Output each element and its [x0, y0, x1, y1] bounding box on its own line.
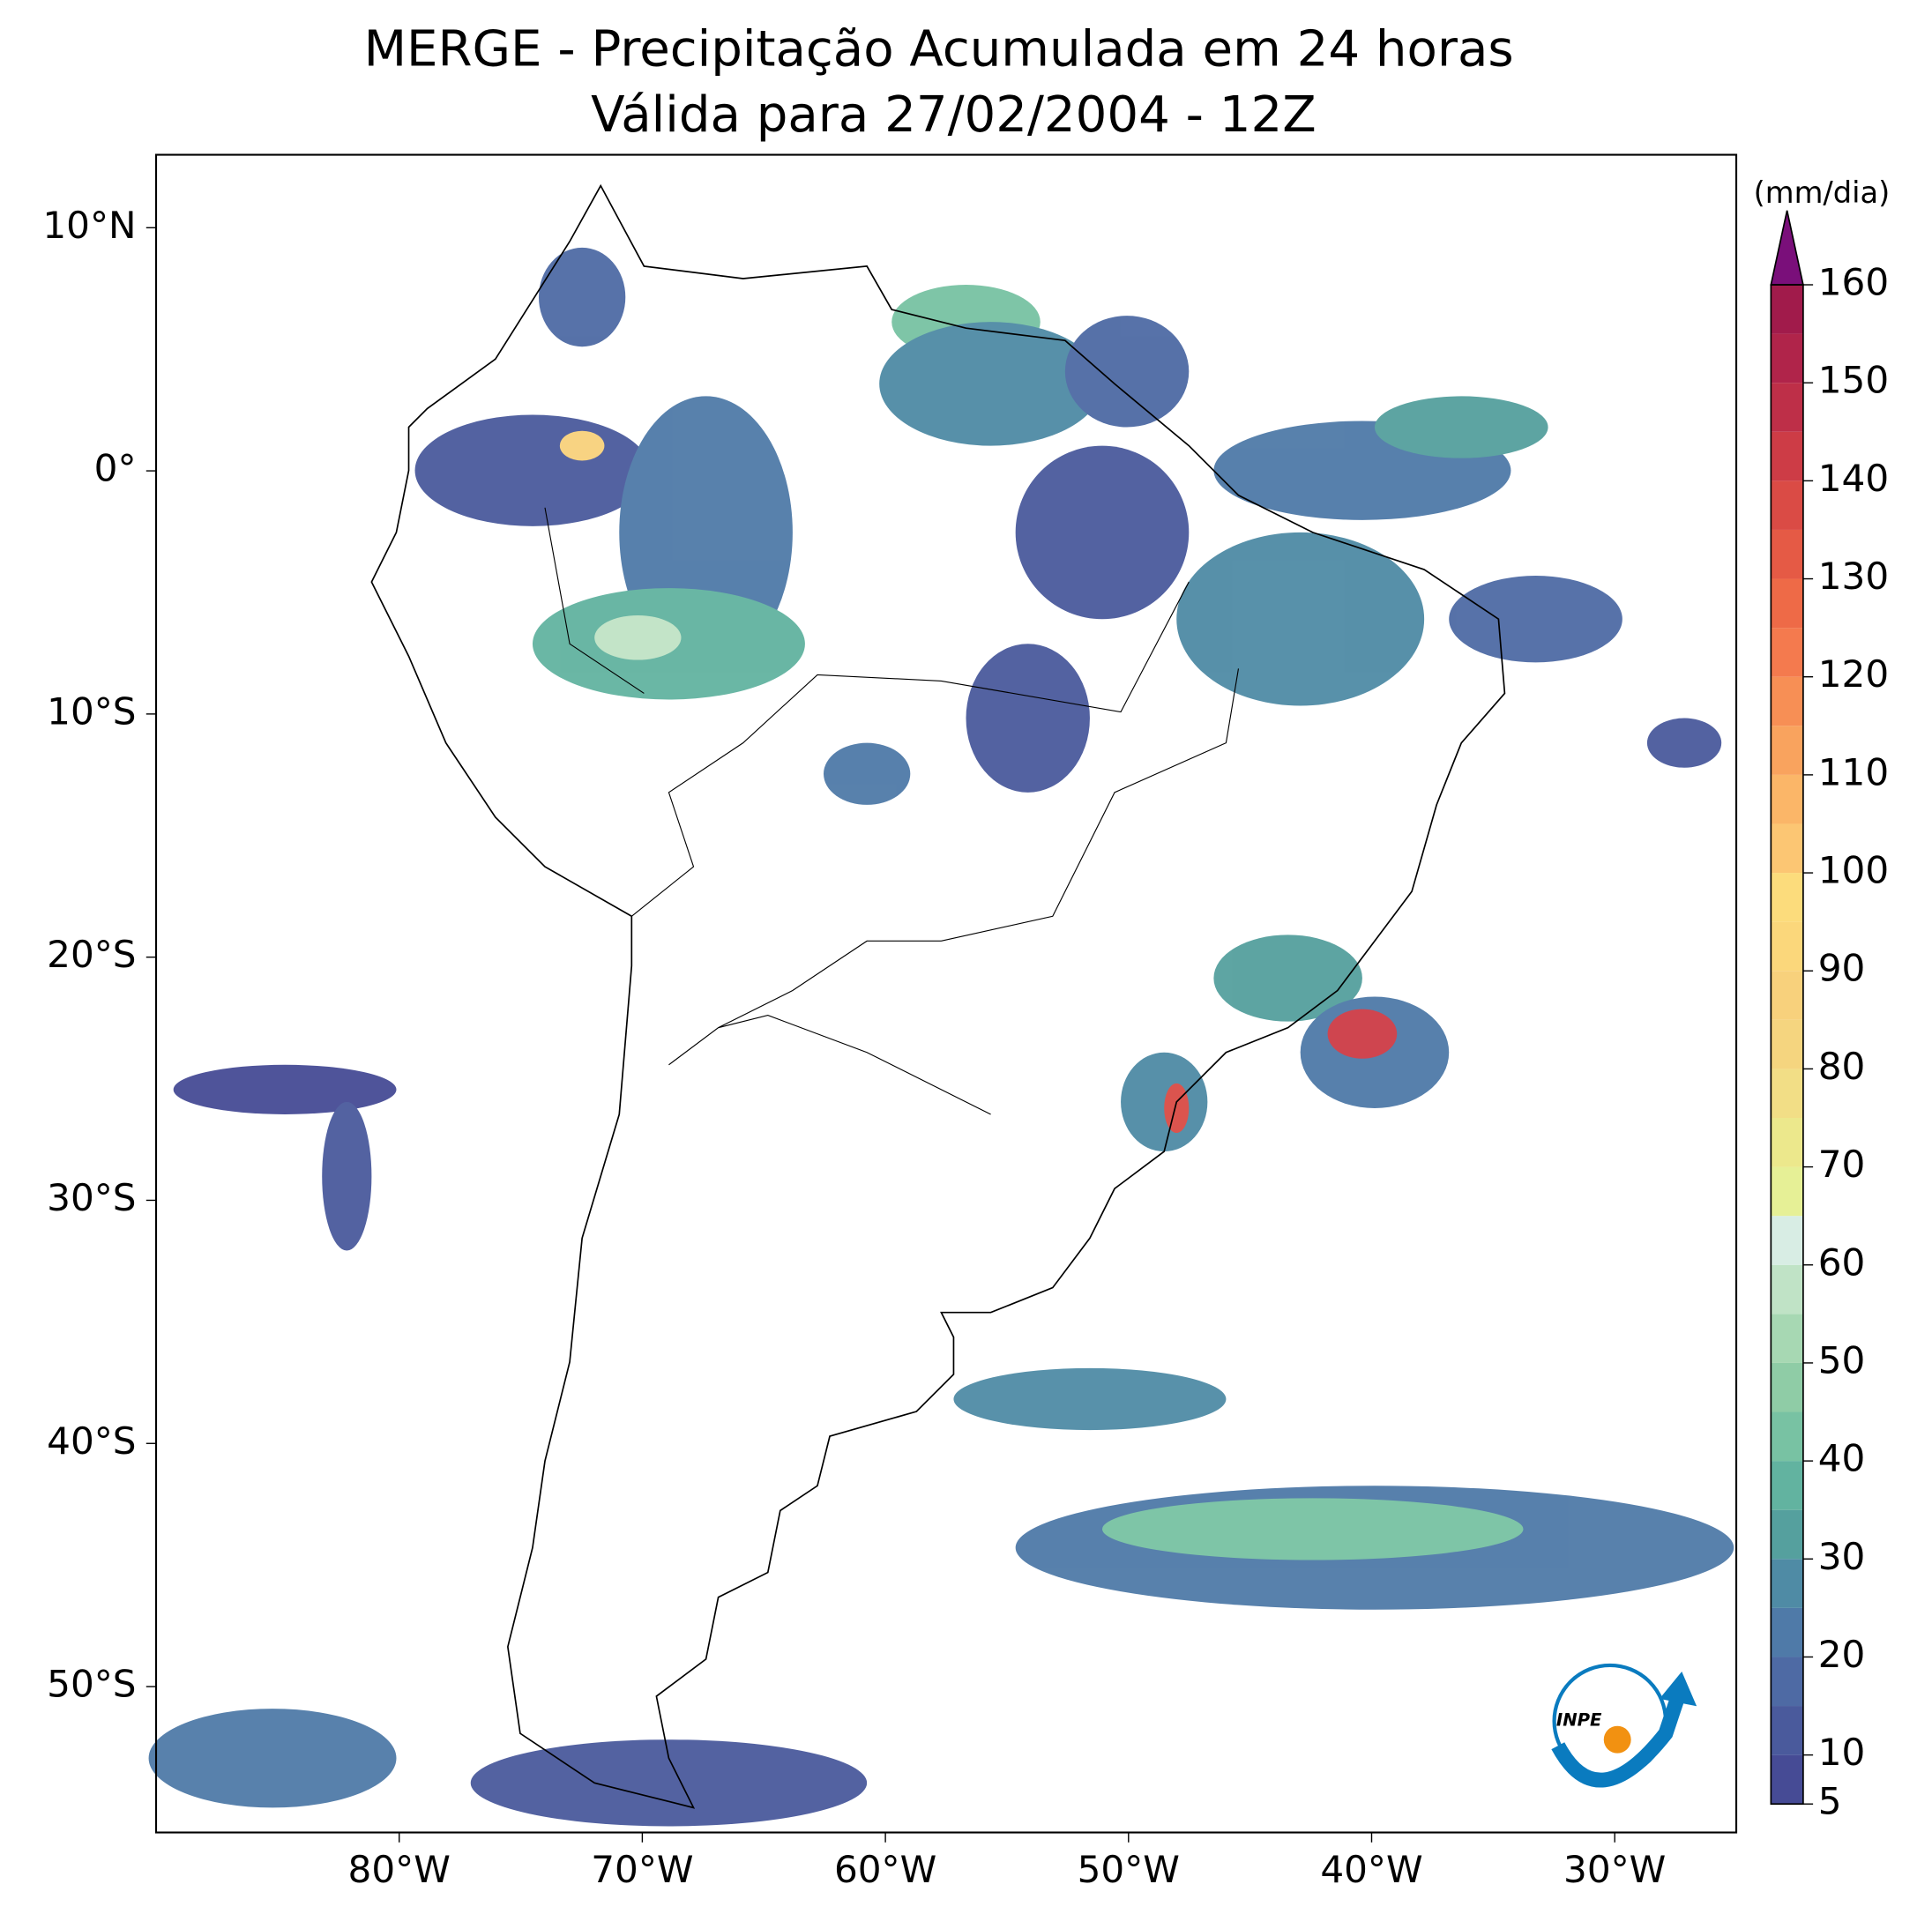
colorbar-unit: (mm/dia)	[1754, 175, 1891, 210]
y-tick-label: 10°S	[47, 689, 136, 733]
colorbar-tick-label: 70	[1818, 1143, 1866, 1186]
colorbar-tick-label: 60	[1818, 1240, 1866, 1284]
x-tick-label: 80°W	[348, 1848, 451, 1891]
colorbar-tick-label: 130	[1818, 555, 1889, 598]
colorbar-segment	[1771, 676, 1803, 726]
colorbar-segment	[1771, 1069, 1803, 1118]
colorbar-segment	[1771, 1754, 1803, 1805]
colorbar-tick-label: 50	[1818, 1338, 1866, 1382]
y-tick-label: 30°S	[47, 1176, 136, 1219]
colorbar-segment	[1771, 774, 1803, 824]
colorbar-tick-label: 90	[1818, 947, 1866, 990]
colorbar-tick-label: 5	[1818, 1780, 1842, 1823]
colorbar-segment	[1771, 1166, 1803, 1217]
subtitle: Válida para 27/02/2004 - 12Z	[591, 86, 1317, 144]
colorbar-segment	[1771, 1706, 1803, 1755]
colorbar-segment	[1771, 1019, 1803, 1069]
colorbar-tick-label: 30	[1818, 1535, 1866, 1578]
x-tick-label: 70°W	[591, 1848, 693, 1891]
borders	[544, 507, 1240, 1115]
colorbar-tick-label: 150	[1818, 359, 1889, 402]
x-tick-label: 60°W	[834, 1848, 936, 1891]
y-tick-label: 10°N	[42, 204, 136, 247]
colorbar-segment	[1771, 1314, 1803, 1363]
colorbar-segment	[1771, 726, 1803, 775]
x-tick-label: 30°W	[1563, 1848, 1666, 1891]
colorbar-segment	[1771, 1657, 1803, 1707]
precip-field	[148, 247, 1734, 1827]
colorbar-segment	[1771, 628, 1803, 677]
colorbar-segment	[1771, 1461, 1803, 1510]
colorbar-segment	[1771, 383, 1803, 432]
y-tick-label: 0°	[94, 447, 137, 490]
colorbar-tick-label: 110	[1818, 750, 1889, 793]
map-frame	[154, 153, 1738, 1834]
colorbar-segment	[1771, 1509, 1803, 1560]
colorbar-segment	[1771, 1411, 1803, 1462]
colorbar-segment	[1771, 1607, 1803, 1657]
colorbar-tick-label: 120	[1818, 652, 1889, 696]
title: MERGE - Precipitação Acumulada em 24 hor…	[364, 21, 1514, 78]
colorbar-segment	[1771, 921, 1803, 972]
colorbar-segment	[1771, 285, 1803, 334]
colorbar-segment	[1771, 1264, 1803, 1314]
y-tick-label: 50°S	[47, 1663, 136, 1706]
inpe-logo: INPE	[1551, 1663, 1697, 1788]
colorbar-segment	[1771, 1559, 1803, 1608]
x-tick-label: 40°W	[1320, 1848, 1422, 1891]
colorbar-tick-label: 140	[1818, 457, 1889, 500]
colorbar-segment	[1771, 823, 1803, 874]
colorbar-extend	[1770, 210, 1804, 286]
colorbar-tick-label: 160	[1818, 261, 1889, 304]
colorbar-tick-label: 10	[1818, 1731, 1866, 1774]
colorbar-segment	[1771, 1216, 1803, 1265]
y-tick-label: 40°S	[47, 1419, 136, 1463]
colorbar-tick-label: 100	[1818, 849, 1889, 892]
colorbar-segment	[1771, 971, 1803, 1020]
logo-text: INPE	[1556, 1710, 1602, 1731]
map: INPE	[148, 153, 1738, 1834]
coastline	[370, 183, 1506, 1809]
colorbar-tick-label: 20	[1818, 1633, 1866, 1676]
colorbar-segment	[1771, 529, 1803, 579]
colorbar-segment	[1771, 480, 1803, 530]
colorbar-tick-label: 40	[1818, 1437, 1866, 1480]
colorbar-segment	[1771, 431, 1803, 481]
colorbar-segment	[1771, 1117, 1803, 1167]
colorbar-segment	[1771, 1362, 1803, 1412]
colorbar-tick-label: 80	[1818, 1045, 1866, 1088]
colorbar-segment	[1771, 578, 1803, 629]
colorbar-segment	[1771, 333, 1803, 384]
colorbar-frame	[1770, 284, 1804, 1806]
x-tick-label: 50°W	[1078, 1848, 1180, 1891]
colorbar-segment	[1771, 873, 1803, 922]
y-tick-label: 20°S	[47, 933, 136, 976]
